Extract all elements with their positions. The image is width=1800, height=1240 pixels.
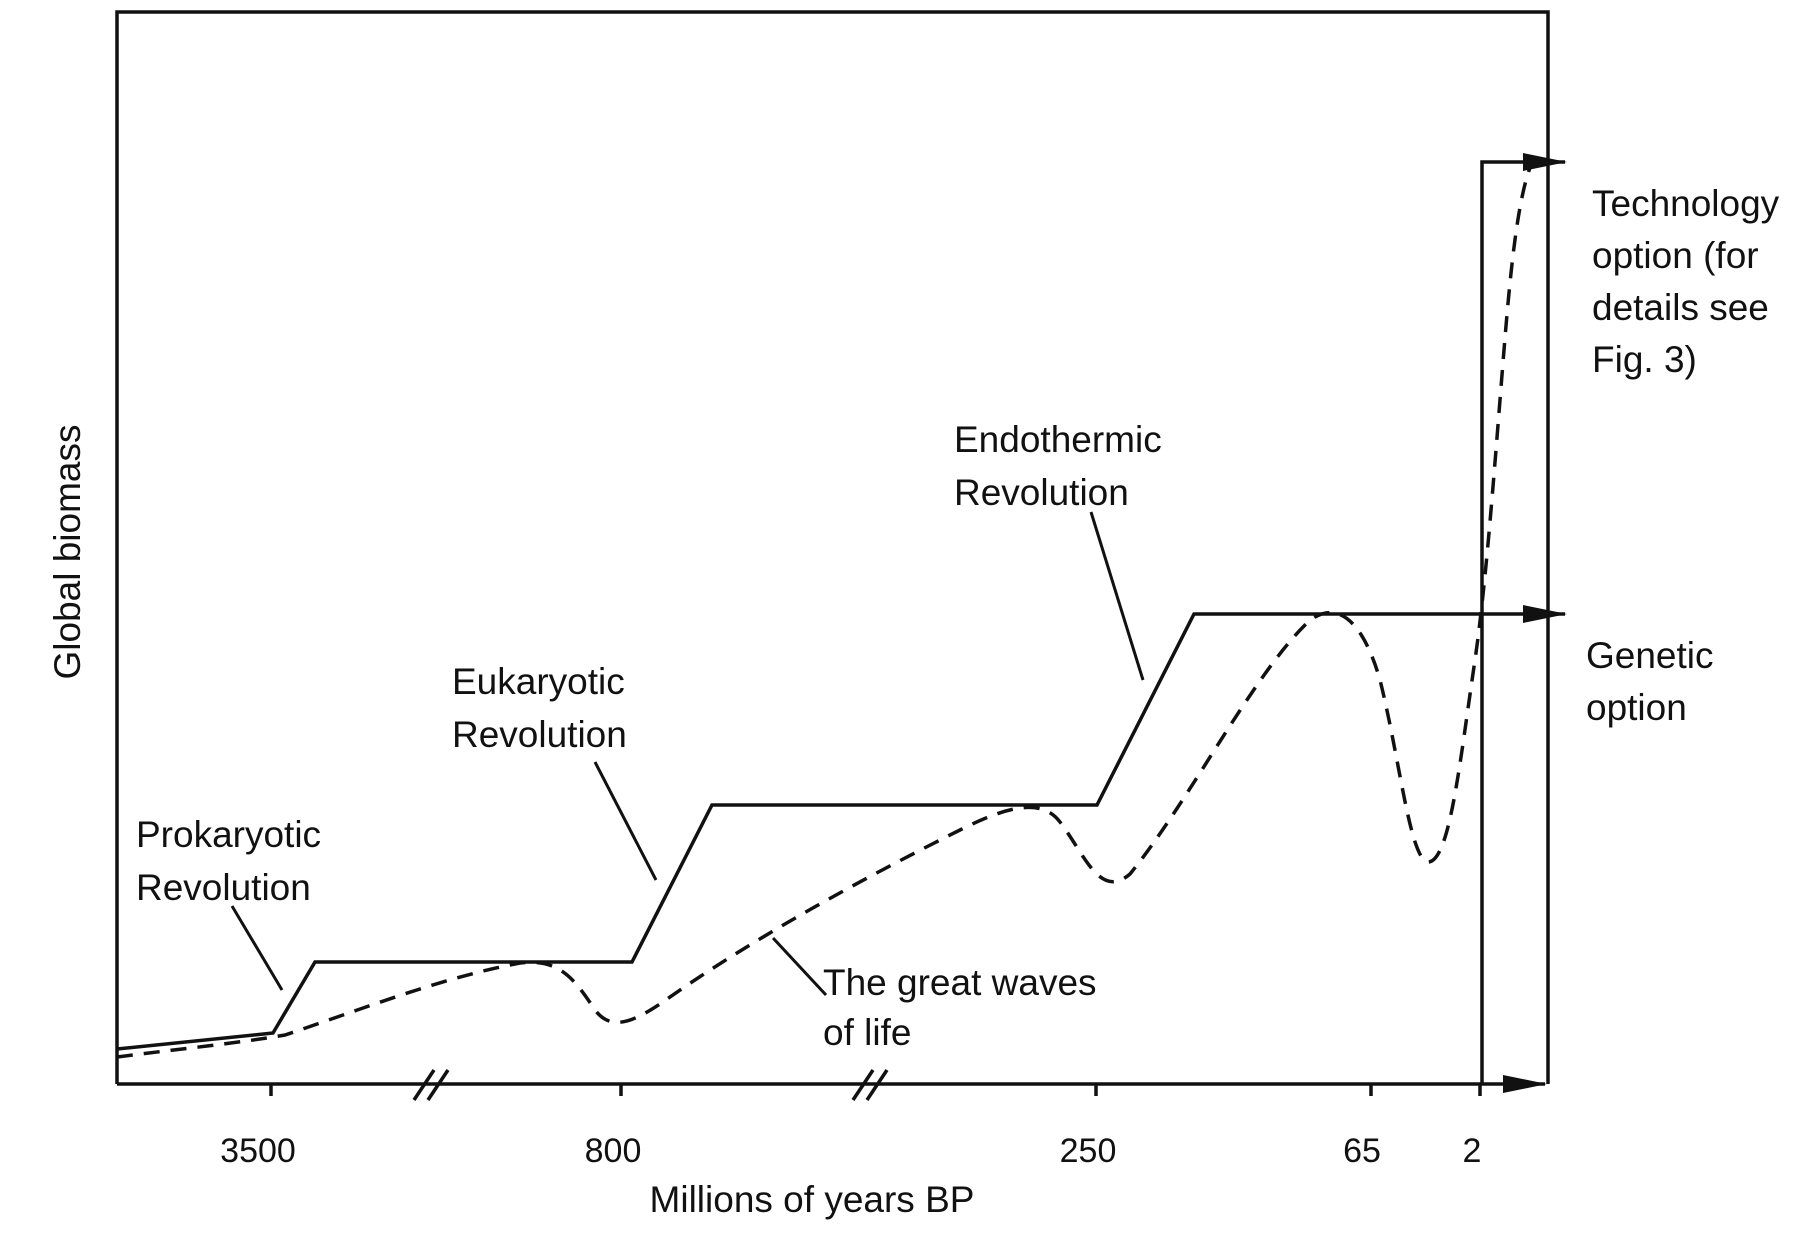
endothermic-leader (1089, 511, 1145, 681)
revolution-step-line (116, 605, 1567, 1051)
prokaryotic-leader (230, 905, 284, 991)
x-tick-label: 3500 (220, 1132, 296, 1170)
y-axis-title: Global biomass (47, 424, 88, 679)
great-waves-label: The great waves of life (823, 962, 1107, 1053)
x-tick-label: 800 (585, 1132, 642, 1170)
great-waves-leader (771, 936, 828, 997)
eukaryotic-label: Eukaryotic Revolution (452, 661, 635, 755)
x-tick-marks (269, 1084, 1482, 1096)
endothermic-label: Endothermic Revolution (954, 419, 1172, 513)
x-tick-label: 65 (1343, 1132, 1381, 1170)
x-tick-label: 250 (1060, 1132, 1117, 1170)
great-waves-curve (116, 159, 1535, 1059)
technology-option-label: Technology option (for details see Fig. … (1592, 183, 1789, 380)
axis-break-1 (412, 1069, 450, 1101)
eukaryotic-leader (593, 761, 658, 881)
axis-break-2 (851, 1069, 889, 1101)
x-tick-label: 2 (1463, 1132, 1482, 1170)
x-axis-title: Millions of years BP (650, 1179, 975, 1220)
prokaryotic-label: Prokaryotic Revolution (136, 814, 331, 908)
technology-step-line (1480, 153, 1567, 1084)
genetic-option-label: Genetic option (1586, 635, 1724, 728)
plot-frame (115, 10, 1550, 1084)
